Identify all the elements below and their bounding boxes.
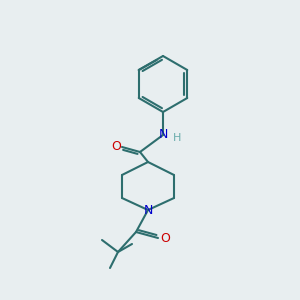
Text: N: N: [143, 203, 153, 217]
Text: N: N: [158, 128, 168, 142]
Text: O: O: [111, 140, 121, 154]
Text: H: H: [173, 133, 181, 143]
Text: O: O: [160, 232, 170, 244]
